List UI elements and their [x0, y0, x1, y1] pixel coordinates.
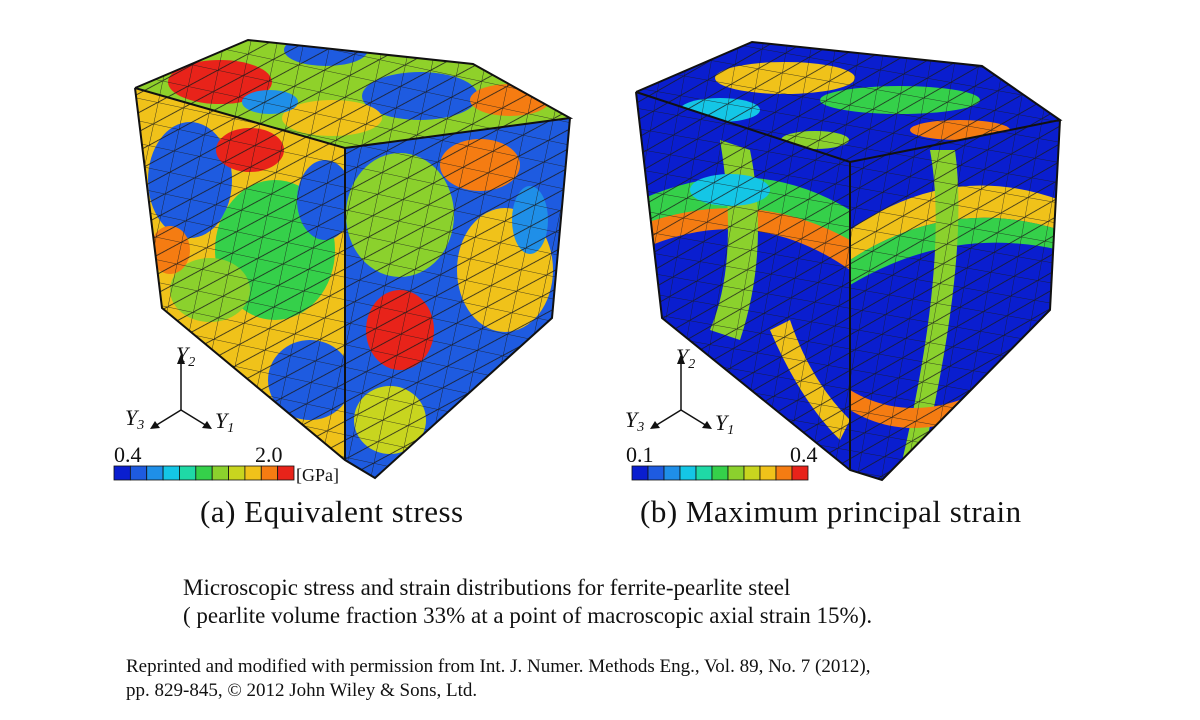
colorbar-swatch [759, 465, 777, 481]
colorbar-swatch [228, 465, 246, 481]
cube-side-face [850, 120, 1060, 480]
figure-caption-line-2: ( pearlite volume fraction 33% at a poin… [183, 603, 873, 628]
colorbar-swatch [711, 465, 729, 481]
colorbar-swatch [663, 465, 681, 481]
axis-y2-label: Y2 [176, 342, 195, 370]
colorbar-swatch [162, 465, 180, 481]
panel-equivalent-stress: Y2 Y1 Y3 0.4 2.0 [GPa] [100, 0, 580, 490]
axis-y1-label: Y1 [215, 408, 234, 436]
colorbar-swatch [631, 465, 649, 481]
colorbar-swatch [211, 465, 229, 481]
credit-line-2: pp. 829-845, © 2012 John Wiley & Sons, L… [126, 680, 478, 701]
credit-line-1: Reprinted and modified with permission f… [126, 656, 871, 677]
colorbar-swatch [743, 465, 761, 481]
colorbar-swatch [695, 465, 713, 481]
colorbar-swatch [195, 465, 213, 481]
colorbar-swatch [775, 465, 793, 481]
colorbar-swatch [277, 465, 295, 481]
copyright-credit: Reprinted and modified with permission f… [126, 655, 870, 703]
stress-cube-figure: Y2 Y1 Y3 0.4 2.0 [GPa] [113, 38, 574, 485]
axis-y1-label: Y1 [715, 410, 734, 438]
panel-b-caption: (b) Maximum principal strain [640, 494, 1022, 529]
axis-y3-label: Y3 [125, 405, 144, 433]
colorbar-max-label: 2.0 [255, 442, 283, 467]
colorbar-swatch [129, 465, 148, 481]
axis-y3-label: Y3 [625, 407, 644, 435]
colorbar-unit: [GPa] [296, 465, 339, 485]
axis-y2-label: Y2 [676, 344, 695, 372]
coordinate-axes [650, 354, 712, 429]
panel-a-caption: (a) Equivalent stress [200, 494, 464, 529]
colorbar-max-label: 0.4 [790, 442, 818, 467]
colorbar-swatch [647, 465, 665, 481]
cube-side-face [345, 118, 570, 478]
colorbar-swatch [146, 465, 164, 481]
colorbar-swatch [260, 465, 279, 481]
cube-front-face [636, 92, 850, 470]
figure-caption-line-1: Microscopic stress and strain distributi… [183, 575, 791, 600]
strain-cube-figure: Y2 Y1 Y3 0.1 0.4 [625, 40, 1063, 482]
colorbar-swatch [244, 465, 262, 481]
colorbar-swatch [179, 465, 197, 481]
panel-max-principal-strain: Y2 Y1 Y3 0.1 0.4 [600, 0, 1080, 490]
coordinate-axes [150, 354, 212, 429]
cube-front-face [135, 88, 345, 460]
colorbar [631, 465, 809, 481]
colorbar-swatch [679, 465, 697, 481]
colorbar-swatch [791, 465, 809, 481]
figure-caption: Microscopic stress and strain distributi… [183, 574, 872, 630]
colorbar-min-label: 0.4 [114, 442, 142, 467]
colorbar-swatch [727, 465, 745, 481]
colorbar-min-label: 0.1 [626, 442, 654, 467]
colorbar-swatch [113, 465, 131, 481]
colorbar [113, 465, 295, 481]
